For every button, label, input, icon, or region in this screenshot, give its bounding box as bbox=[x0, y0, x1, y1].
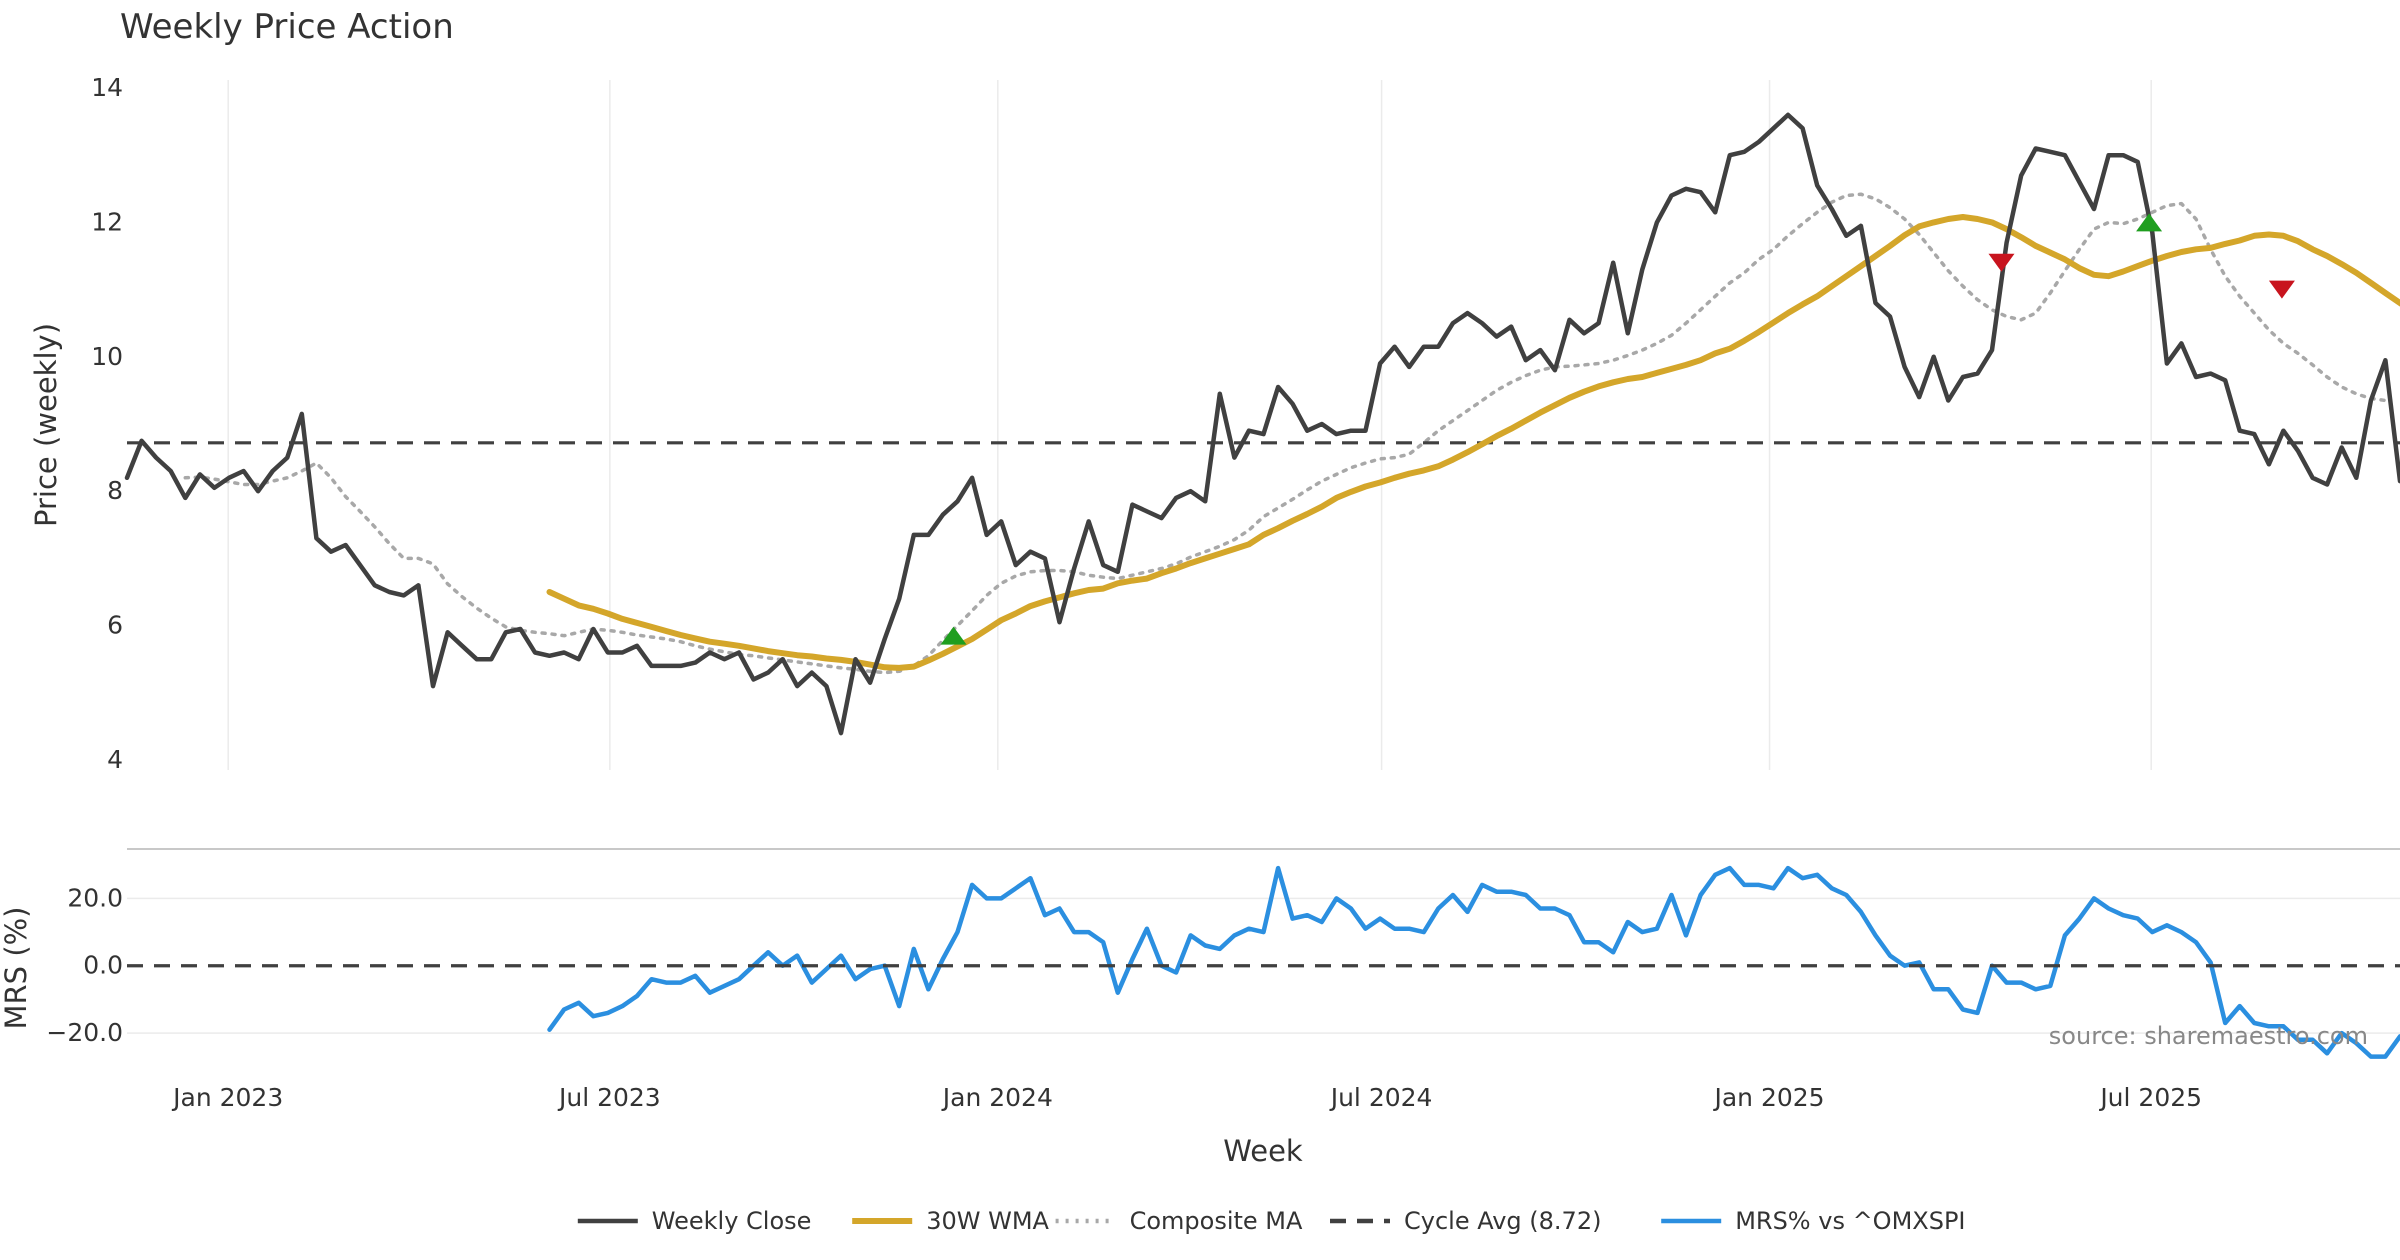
legend-label-cycle-avg-8-72: Cycle Avg (8.72) bbox=[1404, 1207, 1601, 1235]
price-y-axis-title: Price (weekly) bbox=[29, 323, 63, 527]
mrs-y-tick-0: −20.0 bbox=[46, 1018, 123, 1047]
series-mrs-vs-omxspi bbox=[547, 865, 2400, 1059]
source-credit: source: sharemaestro.com bbox=[2049, 1022, 2368, 1050]
chart-series bbox=[124, 112, 2400, 1059]
mrs-y-axis-title: MRS (%) bbox=[0, 907, 33, 1030]
chart-title: Weekly Price Action bbox=[120, 7, 454, 47]
x-tick-jan-2025: Jan 2025 bbox=[1712, 1083, 1824, 1112]
sell-signal-marker-2 bbox=[1988, 253, 2015, 272]
x-tick-jul-2023: Jul 2023 bbox=[557, 1083, 661, 1112]
price-y-tick-10: 10 bbox=[91, 342, 123, 371]
legend: Weekly Close 30W WMA Composite MA Cycle Avg… bbox=[577, 1207, 1966, 1235]
x-axis-ticks: Jan 2023 Jul 2023 Jan 2024 Jul 2024 Jan 2025… bbox=[171, 1083, 2202, 1112]
mrs-y-ticks: −20.0 0.0 20.0 bbox=[46, 883, 123, 1047]
series-weekly-close bbox=[124, 112, 2400, 736]
vertical-gridlines bbox=[127, 80, 2400, 1034]
mrs-y-tick-2: 20.0 bbox=[67, 883, 123, 912]
legend-label-mrs-vs-omxspi: MRS% vs ^OMXSPI bbox=[1735, 1207, 1965, 1235]
series-30w-wma bbox=[546, 214, 2400, 671]
x-tick-jan-2023: Jan 2023 bbox=[171, 1083, 283, 1112]
legend-item-weekly-close: Weekly Close bbox=[577, 1207, 812, 1235]
legend-item-composite-ma: Composite MA bbox=[1055, 1207, 1303, 1235]
x-tick-jul-2025: Jul 2025 bbox=[2098, 1083, 2202, 1112]
legend-item-mrs-vs-omxspi: MRS% vs ^OMXSPI bbox=[1661, 1207, 1966, 1235]
price-y-tick-4: 4 bbox=[107, 745, 123, 774]
price-y-tick-8: 8 bbox=[107, 476, 123, 505]
price-y-ticks: 4 6 8 10 12 14 bbox=[91, 73, 123, 774]
price-y-tick-12: 12 bbox=[91, 207, 123, 236]
buy-signal-marker-3 bbox=[2136, 213, 2163, 232]
x-axis-title: Week bbox=[1223, 1134, 1303, 1168]
legend-label-30w-wma: 30W WMA bbox=[926, 1207, 1049, 1235]
series-composite-ma bbox=[183, 192, 2388, 675]
legend-label-weekly-close: Weekly Close bbox=[652, 1207, 812, 1235]
mrs-y-tick-1: 0.0 bbox=[83, 951, 123, 980]
signal-markers bbox=[940, 213, 2295, 645]
legend-item-30w-wma: 30W WMA bbox=[852, 1207, 1050, 1235]
x-tick-jan-2024: Jan 2024 bbox=[941, 1083, 1053, 1112]
x-tick-jul-2024: Jul 2024 bbox=[1329, 1083, 1433, 1112]
buy-signal-marker-1 bbox=[940, 626, 967, 645]
legend-item-cycle-avg-8-72: Cycle Avg (8.72) bbox=[1330, 1207, 1601, 1235]
sell-signal-marker-4 bbox=[2268, 280, 2295, 299]
legend-label-composite-ma: Composite MA bbox=[1130, 1207, 1303, 1235]
price-y-tick-14: 14 bbox=[91, 73, 123, 102]
price-y-tick-6: 6 bbox=[107, 611, 123, 640]
